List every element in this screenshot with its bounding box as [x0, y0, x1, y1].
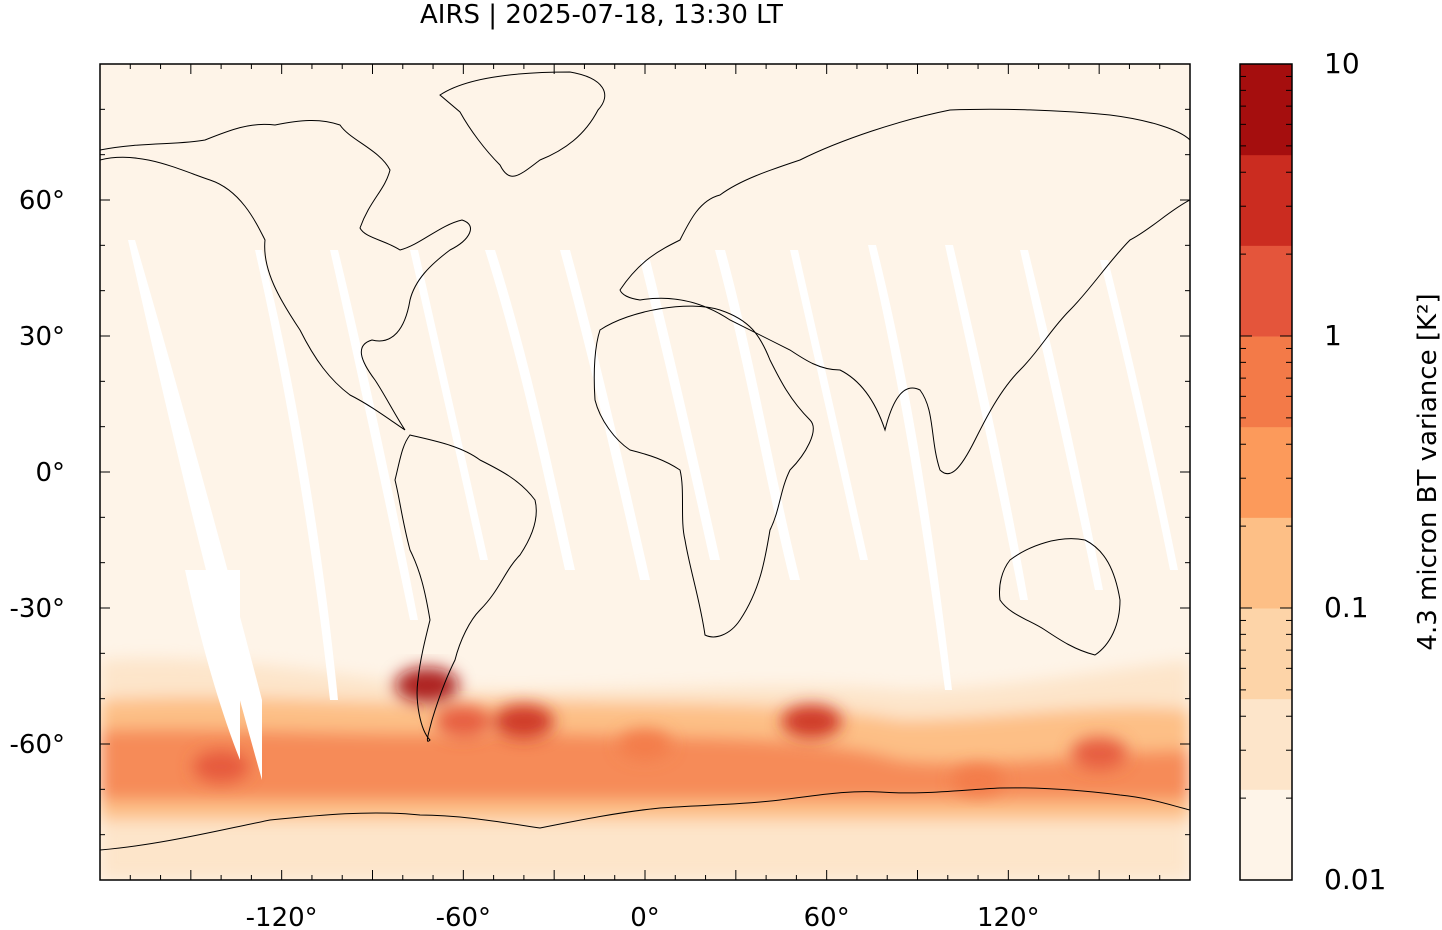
longitude-tick-label: 60°	[804, 903, 850, 930]
variance-hotspot	[781, 704, 842, 739]
variance-band-high	[100, 728, 1190, 800]
colorbar-title: 4.3 micron BT variance [K²]	[1413, 293, 1442, 650]
coastline-south-america	[394, 434, 537, 742]
longitude-tick-label: 120°	[977, 903, 1040, 930]
swath-gaps	[128, 240, 1178, 780]
latitude-tick-label: 30°	[19, 322, 65, 352]
longitude-tick-label: -60°	[436, 903, 491, 930]
variance-hotspot	[395, 667, 459, 704]
colorbar-tick-label: 10	[1324, 47, 1360, 80]
colorbar	[1239, 63, 1293, 881]
swath-gap	[485, 250, 575, 570]
colorbar-segment	[1240, 245, 1292, 337]
variance-hotspot	[193, 750, 250, 783]
swath-gap	[255, 250, 338, 700]
colorbar-segment	[1240, 64, 1292, 156]
coastline-north-america	[100, 119, 471, 431]
colorbar-segment	[1240, 517, 1292, 609]
colorbar-segment	[1240, 789, 1292, 881]
colorbar-segment	[1240, 154, 1292, 246]
map-ticks	[99, 63, 1191, 881]
swath-gap	[330, 250, 418, 620]
latitude-tick-label: 60°	[19, 186, 65, 216]
swath-gap	[790, 250, 868, 560]
variance-hotspot	[435, 705, 492, 738]
map-title: AIRS | 2025-07-18, 13:30 LT	[420, 0, 783, 30]
coastline-eurasia	[619, 108, 1190, 475]
longitude-tick-label: 0°	[630, 903, 660, 930]
coastline-greenland	[439, 71, 606, 177]
coastline-antarctica	[100, 787, 1190, 851]
variance-hotspot	[1071, 737, 1128, 770]
swath-gap	[1020, 250, 1103, 590]
swath-gap	[640, 260, 720, 560]
coastline-africa	[593, 305, 814, 638]
colorbar-labels: 10 1 0.1 0.01	[1324, 47, 1386, 896]
colorbar-frame	[1239, 63, 1293, 881]
swath-gap	[185, 570, 240, 760]
colorbar-segment	[1240, 426, 1292, 518]
swath-gap	[715, 250, 800, 580]
swath-gap	[945, 245, 1028, 600]
swath-gap	[868, 245, 952, 690]
latitude-tick-label: 0°	[35, 458, 65, 488]
variance-hotspot	[619, 729, 671, 759]
colorbar-segment	[1240, 698, 1292, 790]
latitude-labels: 60° 30° 0° -30° -60°	[10, 186, 65, 760]
colorbar-tick-label: 0.01	[1324, 863, 1386, 896]
latitude-tick-label: -30°	[10, 594, 65, 624]
swath-gap	[560, 250, 650, 580]
swath-gap	[410, 250, 488, 560]
hotspot-layer	[193, 667, 1128, 796]
variance-band	[100, 658, 1190, 880]
coastline-australia	[999, 538, 1121, 656]
colorbar-tick-label: 1	[1324, 319, 1342, 352]
colorbar-tick-label: 0.1	[1324, 591, 1369, 624]
latitude-tick-label: -60°	[10, 730, 65, 760]
longitude-labels: -120° -60° 0° 60° 120°	[246, 903, 1040, 930]
colorbar-segment	[1240, 336, 1292, 428]
coastlines	[100, 71, 1190, 851]
longitude-tick-label: -120°	[246, 903, 318, 930]
swath-gap	[1100, 260, 1178, 570]
variance-hotspot	[493, 704, 554, 739]
variance-hotspot	[952, 765, 1005, 796]
colorbar-segment	[1240, 608, 1292, 700]
